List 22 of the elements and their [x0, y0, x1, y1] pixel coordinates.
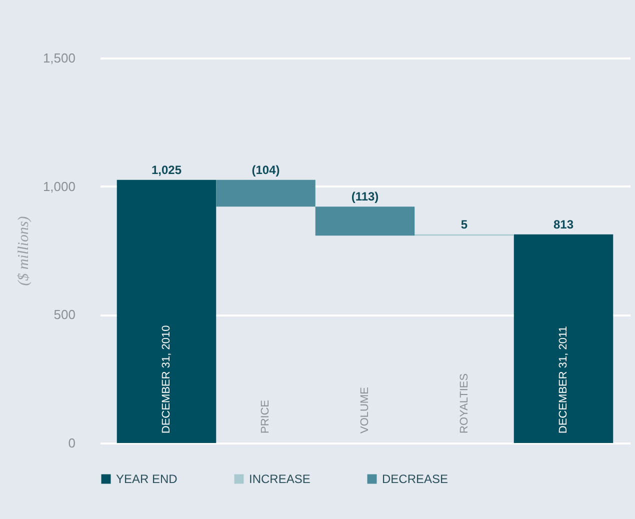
data-label: 813: [553, 217, 574, 232]
y-axis-title: ($ millions): [16, 216, 32, 286]
y-tick-label: 1,500: [42, 50, 76, 66]
data-label: (113): [351, 190, 379, 204]
legend-label: INCREASE: [249, 472, 310, 486]
y-tick-label: 1,000: [42, 178, 76, 194]
x-tick-label: ROYALTIES: [458, 373, 470, 434]
x-tick-label: PRICE: [260, 400, 272, 434]
x-tick-label: DECEMBER 31, 2010: [160, 325, 172, 434]
y-tick-label: 500: [54, 307, 76, 322]
data-label: (104): [252, 162, 280, 177]
legend-label: YEAR END: [116, 472, 178, 486]
bar: [514, 234, 614, 443]
data-label: 1,025: [151, 162, 182, 177]
legend-label: DECREASE: [382, 472, 448, 486]
bar: [216, 180, 316, 207]
x-tick-label: DECEMBER 31, 2011: [558, 326, 570, 434]
x-tick-label: VOLUME: [359, 387, 371, 434]
data-label: 5: [460, 217, 468, 232]
bar: [315, 206, 415, 236]
bar: [116, 180, 216, 443]
y-tick-label: 0: [68, 436, 76, 450]
